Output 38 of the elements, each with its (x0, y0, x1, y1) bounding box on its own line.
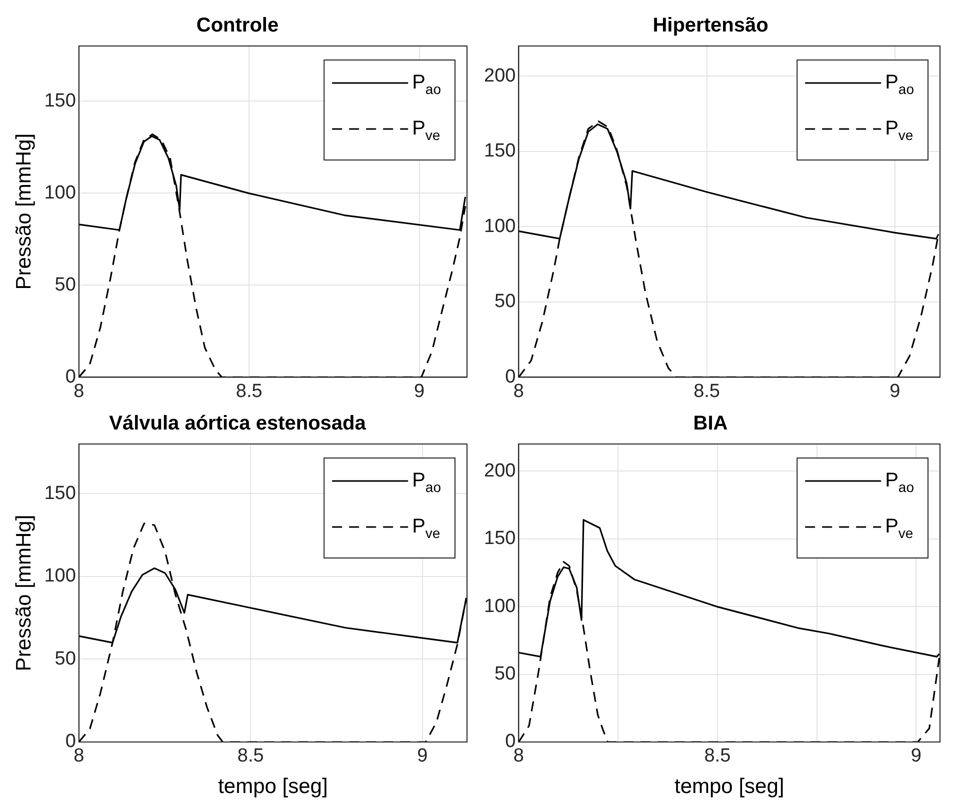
x-tick-label: 8 (513, 380, 524, 402)
y-tick-label: 0 (505, 731, 516, 752)
x-tick-label: 8.5 (694, 380, 720, 402)
y-tick-label: 50 (54, 274, 76, 296)
x-tick-label: 9 (890, 380, 900, 402)
y-tick-label: 50 (494, 664, 516, 685)
x-tick-label: 9 (910, 746, 922, 767)
y-tick-label: 50 (494, 291, 516, 312)
y-tick-label: 150 (44, 90, 76, 112)
chart-title: Válvula aórtica estenosada (109, 412, 367, 435)
x-tick-label: 8 (513, 746, 524, 767)
y-tick-label: 50 (54, 648, 76, 670)
x-tick-label: 8 (74, 380, 84, 402)
y-tick-label: 100 (44, 182, 76, 204)
y-tick-label: 0 (65, 366, 76, 388)
x-tick-label: 8 (74, 746, 84, 767)
x-tick-label: 8.5 (237, 746, 264, 767)
x-axis-title: tempo [seg] (674, 775, 784, 798)
x-tick-label: 8.5 (236, 380, 262, 402)
y-tick-label: 100 (44, 566, 76, 587)
y-tick-label: 150 (44, 482, 76, 504)
y-tick-label: 0 (65, 731, 76, 752)
chart-title: BIA (693, 412, 728, 435)
y-axis-title: Pressão [mmHg] (12, 133, 36, 290)
y-tick-label: 100 (484, 596, 516, 617)
y-axis-title: Pressão [mmHg] (12, 514, 36, 672)
chart-title: Controle (196, 14, 279, 37)
x-axis-title: tempo [seg] (218, 775, 328, 798)
x-tick-label: 8.5 (704, 746, 731, 767)
y-tick-label: 100 (484, 216, 516, 237)
y-tick-label: 200 (484, 65, 516, 86)
x-tick-label: 9 (414, 380, 425, 402)
y-tick-label: 200 (484, 460, 516, 482)
x-tick-label: 9 (417, 746, 428, 767)
y-tick-label: 150 (484, 140, 516, 162)
y-tick-label: 0 (505, 366, 516, 388)
y-tick-label: 150 (484, 528, 516, 550)
chart-title: Hipertensão (652, 14, 768, 37)
